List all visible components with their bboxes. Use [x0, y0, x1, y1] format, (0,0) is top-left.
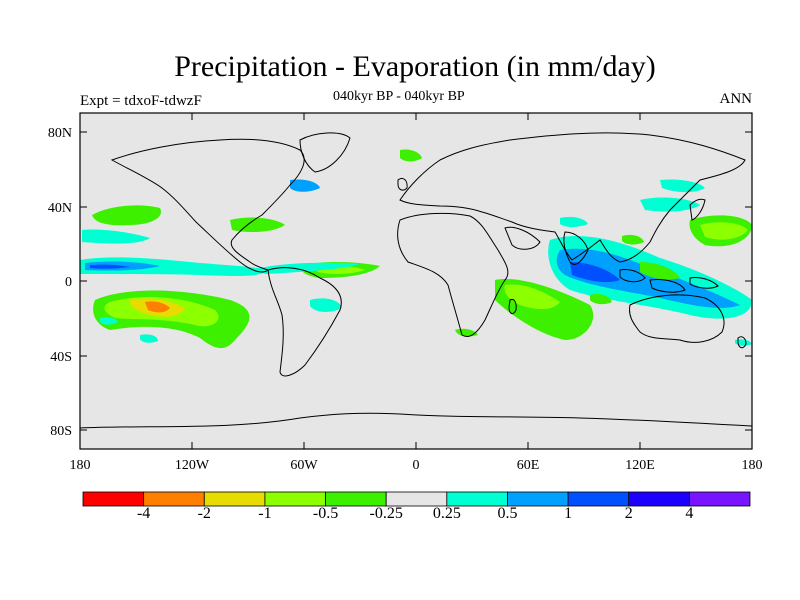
colorbar-label: -2: [197, 505, 211, 522]
season-label: ANN: [719, 91, 753, 107]
colorbar-label: -0.5: [312, 505, 339, 522]
map-subtitle: 040kyr BP - 040kyr BP: [333, 89, 465, 104]
colorbar-swatch: [264, 491, 326, 507]
colorbar-label: -4: [136, 505, 151, 522]
experiment-label: Expt = tdxoF-tdwzF: [80, 93, 202, 109]
lon-tick-label: 60W: [290, 458, 318, 473]
colorbar-swatch: [82, 491, 145, 507]
colorbar-label: 1: [564, 505, 573, 522]
colorbar: [82, 491, 751, 507]
lon-tick-label: 180: [70, 458, 91, 473]
colorbar-label: 0.25: [432, 505, 461, 522]
colorbar-swatch: [507, 491, 569, 507]
map-title: Precipitation - Evaporation (in mm/day): [174, 50, 656, 83]
lon-tick-label: 120W: [175, 458, 210, 473]
lat-tick-label: 80S: [50, 424, 72, 439]
colorbar-swatch: [143, 491, 205, 507]
axis-ticks: [79, 113, 753, 449]
colorbar-swatch: [446, 491, 508, 507]
coastlines: [80, 132, 752, 429]
lon-tick-label: 180: [742, 458, 763, 473]
lon-tick-label: 60E: [517, 458, 540, 473]
colorbar-label: -1: [258, 505, 272, 522]
colorbar-label: -0.25: [369, 505, 403, 522]
lat-tick-label: 0: [65, 275, 72, 290]
colorbar-swatch: [688, 491, 751, 507]
colorbar-swatch: [567, 491, 630, 507]
lat-tick-label: 80N: [48, 126, 72, 141]
lat-tick-label: 40S: [50, 350, 72, 365]
lat-tick-label: 40N: [48, 201, 72, 216]
colorbar-label: 2: [624, 505, 633, 522]
colorbar-swatch: [385, 491, 448, 507]
colorbar-label: 4: [685, 505, 694, 522]
colorbar-label: 0.5: [497, 505, 518, 522]
colorbar-swatch: [325, 491, 387, 507]
lon-tick-label: 0: [413, 458, 420, 473]
colorbar-swatch: [203, 491, 266, 507]
colorbar-swatch: [628, 491, 690, 507]
pe-field: [80, 149, 752, 349]
lon-tick-label: 120E: [625, 458, 655, 473]
